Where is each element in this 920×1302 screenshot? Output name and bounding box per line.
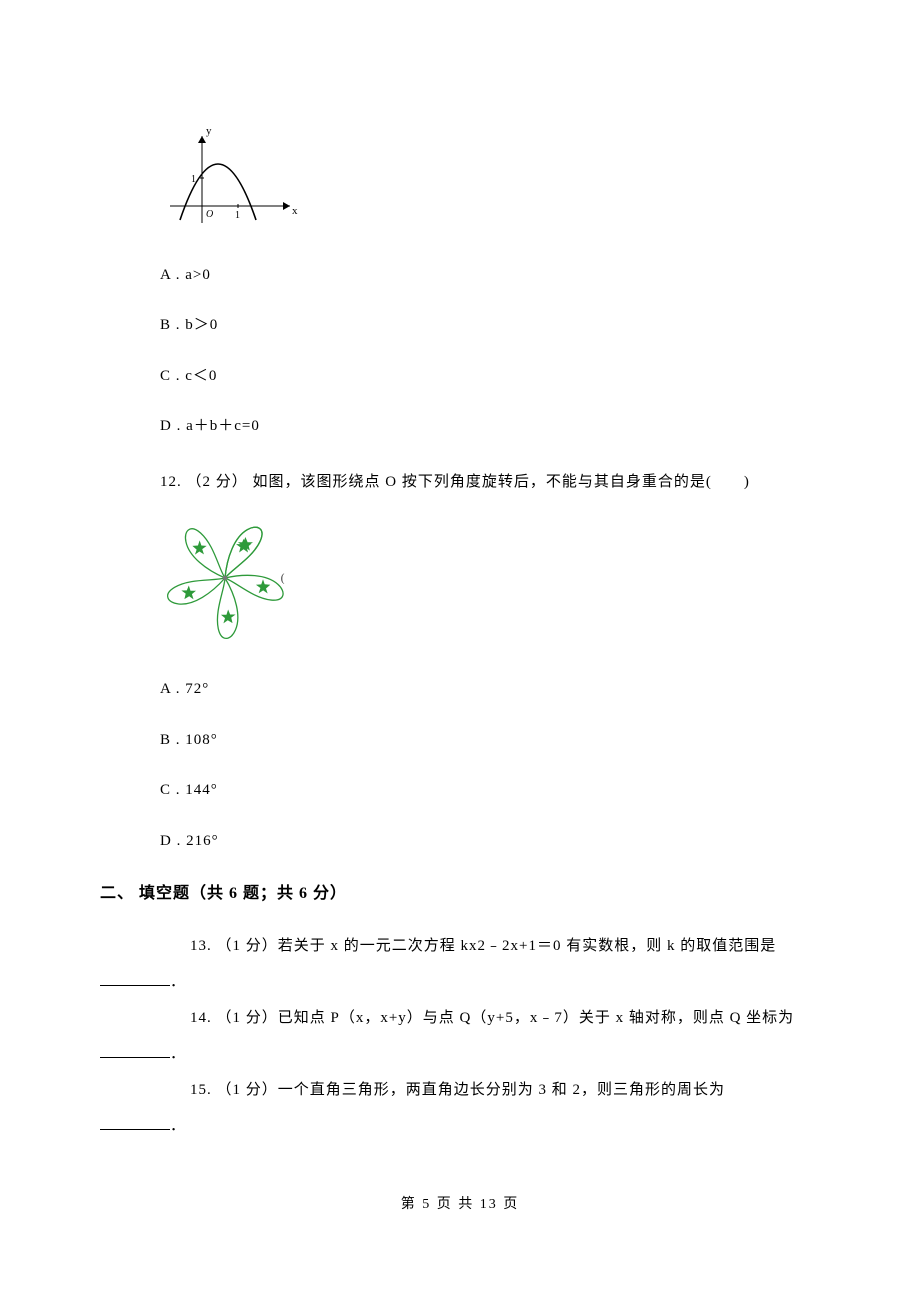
q12-stem: 12. （2 分） 如图，该图形绕点 O 按下列角度旋转后，不能与其自身重合的是… (160, 466, 820, 499)
q14-tail: ． (170, 1046, 186, 1062)
parabola-graph: y x O 1 1 (160, 128, 300, 228)
q14-stem: 14. （1 分）已知点 P（x，x+y）与点 Q（y+5，x﹣7）关于 x 轴… (160, 1000, 820, 1036)
q15-blank-line: ． (100, 1108, 820, 1144)
q11-option-a: A . a>0 (160, 264, 820, 287)
q14-line1: 14. （1 分）已知点 P（x，x+y）与点 Q（y+5，x﹣7）关于 x 轴… (190, 1010, 794, 1026)
q13-line1: 13. （1 分）若关于 x 的一元二次方程 kx2﹣2x+1＝0 有实数根，则… (190, 938, 776, 954)
q12-option-d: D . 216° (160, 830, 820, 853)
q15-blank (100, 1115, 170, 1130)
axis-label-y: y (206, 128, 212, 137)
q11-figure: y x O 1 1 (160, 128, 820, 236)
q12-option-b: B . 108° (160, 729, 820, 752)
q11-option-d: D . a＋b＋c=0 (160, 415, 820, 438)
origin-label: O (206, 209, 213, 220)
flower-trailing-paren: ( (281, 572, 285, 584)
q14-blank (100, 1043, 170, 1058)
q12-option-a: A . 72° (160, 678, 820, 701)
q11-option-c: C . c＜0 (160, 365, 820, 388)
q12-option-c: C . 144° (160, 779, 820, 802)
section-2-heading: 二、 填空题（共 6 题；共 6 分） (100, 882, 820, 906)
q13-blank-line: ． (100, 964, 820, 1000)
ytick-1: 1 (191, 174, 196, 185)
q15-stem: 15. （1 分）一个直角三角形，两直角边长分别为 3 和 2，则三角形的周长为 (160, 1072, 820, 1108)
q13-tail: ． (170, 974, 186, 990)
flower-graph: ( (160, 513, 290, 643)
q14-blank-line: ． (100, 1036, 820, 1072)
q13-stem: 13. （1 分）若关于 x 的一元二次方程 kx2﹣2x+1＝0 有实数根，则… (160, 928, 820, 964)
q15-line1: 15. （1 分）一个直角三角形，两直角边长分别为 3 和 2，则三角形的周长为 (190, 1082, 725, 1098)
q15-tail: ． (170, 1118, 186, 1134)
q11-option-b: B . b＞0 (160, 314, 820, 337)
q12-figure: ( (160, 513, 820, 651)
q13-blank (100, 971, 170, 986)
xtick-1: 1 (235, 210, 240, 221)
page-footer: 第 5 页 共 13 页 (100, 1194, 820, 1215)
axis-label-x: x (292, 205, 298, 217)
